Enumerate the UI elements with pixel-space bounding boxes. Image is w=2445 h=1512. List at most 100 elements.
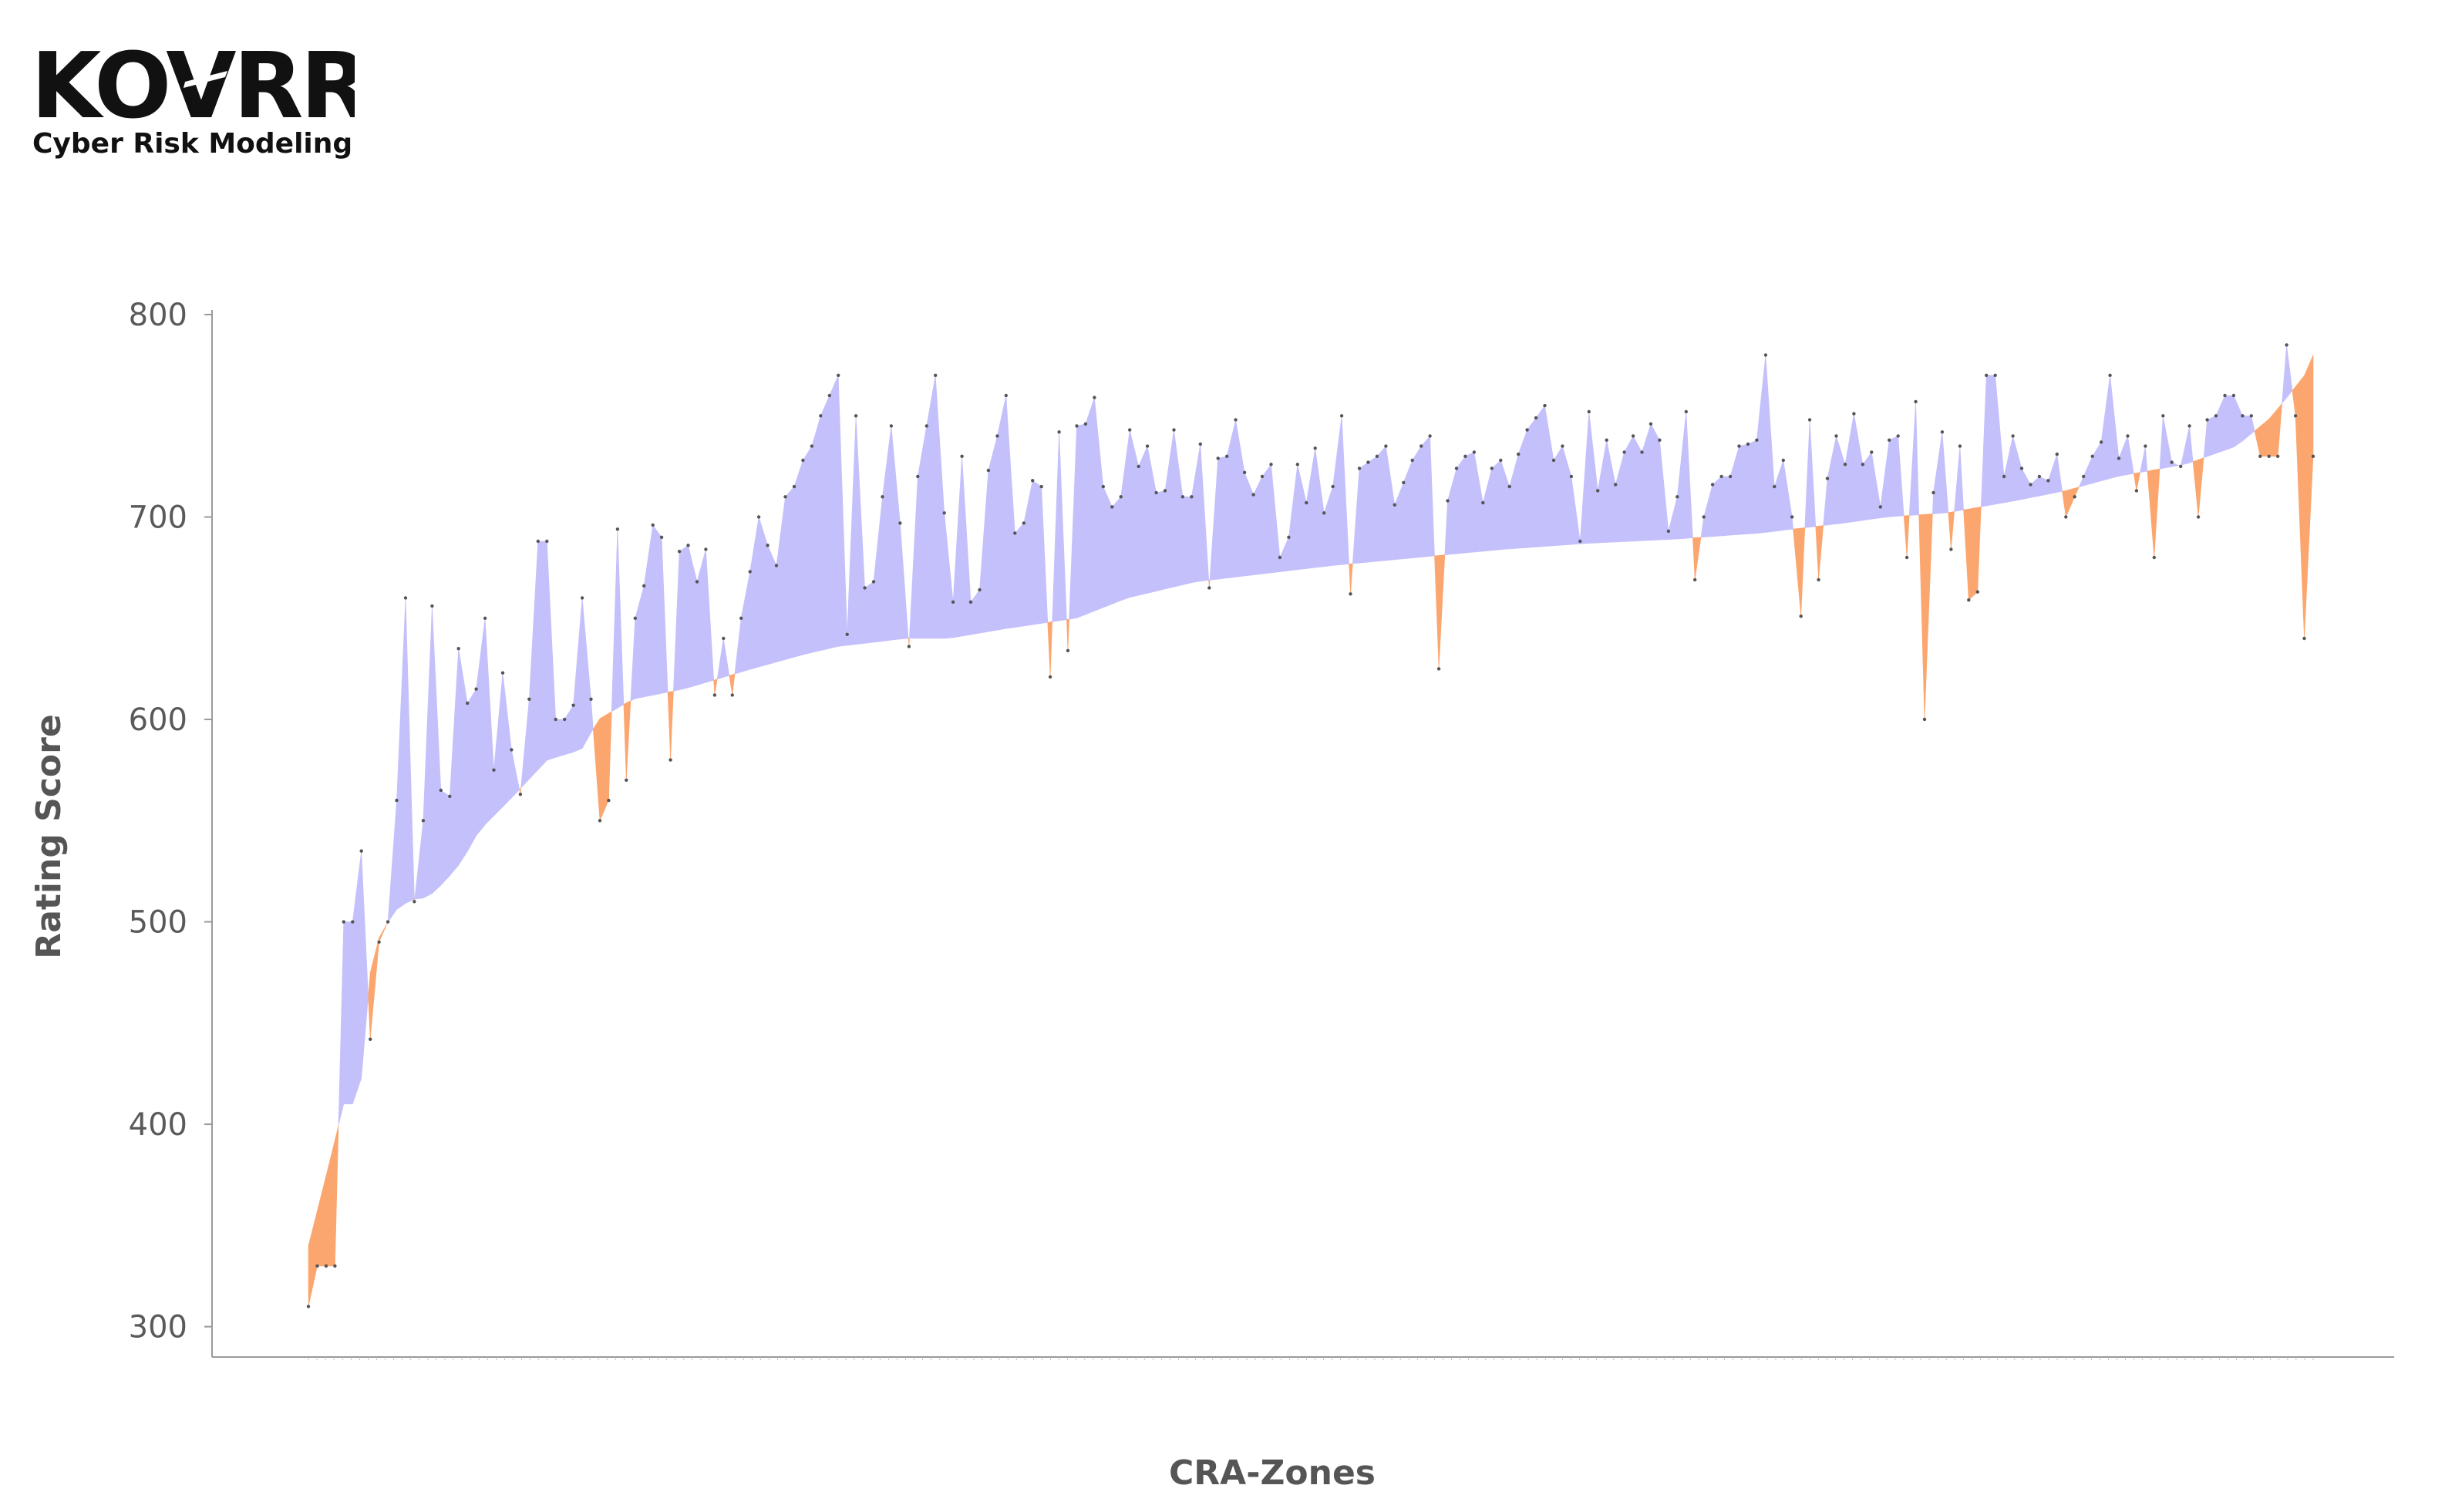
data-point (527, 697, 531, 701)
data-point (563, 717, 567, 722)
area-above-segment (1995, 375, 2005, 505)
data-point (1093, 396, 1096, 399)
data-point (1313, 446, 1317, 450)
area-above-segment (1156, 490, 1166, 592)
data-point (1190, 495, 1194, 499)
data-point (1719, 474, 1723, 479)
area-above-segment (740, 571, 751, 673)
data-point (1180, 495, 1185, 499)
area-above-segment (630, 618, 636, 702)
chart-axes (211, 310, 2394, 1358)
area-above-segment (1933, 432, 1943, 514)
area-above-segment (1041, 487, 1049, 624)
area-above-segment (2100, 375, 2110, 482)
area-below-segment (369, 938, 379, 1039)
data-point (2144, 444, 2147, 448)
area-above-segment (758, 517, 768, 668)
area-above-segment (581, 598, 591, 749)
data-point (1004, 393, 1009, 398)
area-above-segment (1509, 454, 1519, 550)
area-above-segment (1288, 464, 1298, 571)
area-above-segment (1209, 458, 1218, 581)
area-below-segment (732, 673, 736, 695)
data-point (748, 570, 752, 574)
area-above-segment (1412, 445, 1422, 559)
area-below-segment (1818, 525, 1824, 580)
area-above-segment (785, 486, 795, 660)
area-above-segment (1571, 476, 1581, 545)
data-point (1251, 493, 1255, 497)
data-point (1393, 503, 1397, 507)
data-point (1807, 418, 1812, 422)
area-above-segment (2145, 446, 2148, 472)
data-point (2046, 479, 2050, 483)
area-above-segment (1823, 478, 1828, 526)
data-point (2196, 515, 2201, 519)
area-above-segment (997, 395, 1007, 631)
data-point (651, 523, 655, 527)
area-above-segment (1094, 397, 1104, 611)
data-point (898, 521, 902, 525)
data-point (2099, 440, 2103, 444)
area-above-segment (688, 545, 698, 689)
data-point (1817, 578, 1820, 582)
data-point (1402, 480, 1406, 485)
area-above-segment (1588, 411, 1598, 544)
data-point (2276, 454, 2280, 458)
area-above-segment (1491, 460, 1501, 551)
data-point (1763, 353, 1768, 357)
area-above-segment (1854, 413, 1864, 522)
area-above-segment (405, 598, 415, 904)
data-point (1904, 555, 1909, 560)
data-point (351, 920, 355, 924)
data-point (739, 616, 743, 620)
area-above-segment (1352, 468, 1360, 564)
data-point (1605, 438, 1608, 442)
x-axis-title: CRA-Zones (1169, 1453, 1376, 1493)
area-below-segment (1067, 618, 1069, 651)
area-above-segment (882, 426, 892, 642)
area-above-segment (1315, 448, 1325, 568)
area-above-segment (793, 460, 803, 658)
area-above-segment (1908, 401, 1916, 516)
y-tick-label: 700 (129, 500, 187, 536)
area-below-segment (308, 1211, 318, 1307)
data-point (1172, 428, 1176, 432)
area-above-segment (1483, 468, 1493, 552)
area-above-segment (926, 375, 936, 639)
data-point (810, 444, 814, 448)
area-above-segment (873, 497, 883, 643)
data-point (871, 580, 876, 584)
area-below-segment (1918, 514, 1925, 720)
area-above-segment (2286, 345, 2293, 399)
area-above-segment (1703, 484, 1713, 537)
area-above-segment (935, 375, 945, 639)
data-point (916, 474, 920, 479)
data-point (1339, 414, 1344, 418)
area-above-segment (1112, 496, 1121, 604)
area-above-segment (1871, 452, 1881, 520)
data-point (1234, 418, 1238, 422)
data-point (1878, 505, 1882, 509)
data-point (1666, 529, 1671, 534)
area-above-segment (1739, 443, 1749, 535)
area-above-segment (652, 524, 662, 695)
area-above-segment (847, 416, 857, 646)
data-point (1940, 430, 1945, 434)
kovrr-logo: KOVRR Cyber Risk Modeling (31, 31, 372, 165)
area-below-segment (335, 1125, 339, 1266)
data-point (1702, 515, 1706, 519)
area-above-segment (1535, 405, 1545, 547)
area-above-segment (1052, 432, 1059, 622)
area-above-segment (811, 416, 821, 653)
data-point (1922, 717, 1927, 722)
area-above-segment (979, 470, 989, 634)
data-point (1870, 450, 1874, 454)
area-above-segment (749, 517, 759, 670)
area-below-segment (1800, 527, 1806, 617)
data-point (315, 1264, 319, 1268)
data-point (1773, 484, 1776, 489)
area-above-segment (1580, 411, 1590, 544)
area-below-segment (1951, 511, 1955, 550)
